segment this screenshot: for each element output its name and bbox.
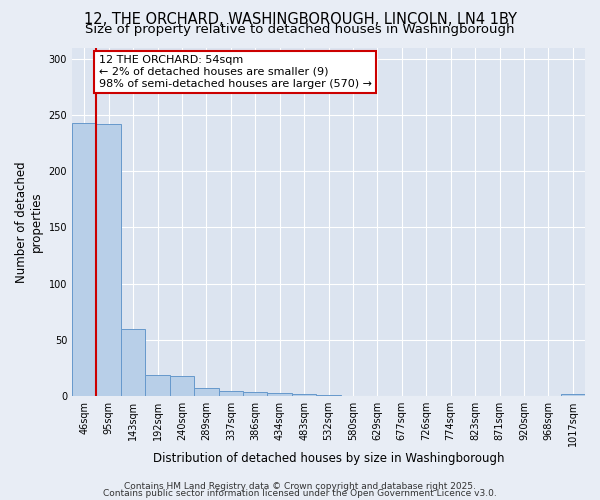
- Bar: [292, 394, 316, 396]
- Bar: [194, 388, 218, 396]
- X-axis label: Distribution of detached houses by size in Washingborough: Distribution of detached houses by size …: [153, 452, 504, 465]
- Bar: [170, 376, 194, 396]
- Bar: [560, 394, 585, 396]
- Text: Size of property relative to detached houses in Washingborough: Size of property relative to detached ho…: [85, 22, 515, 36]
- Bar: [243, 392, 268, 396]
- Bar: [218, 390, 243, 396]
- Y-axis label: Number of detached
properties: Number of detached properties: [15, 161, 43, 282]
- Text: Contains HM Land Registry data © Crown copyright and database right 2025.: Contains HM Land Registry data © Crown c…: [124, 482, 476, 491]
- Bar: [145, 375, 170, 396]
- Bar: [316, 395, 341, 396]
- Text: Contains public sector information licensed under the Open Government Licence v3: Contains public sector information licen…: [103, 489, 497, 498]
- Text: 12 THE ORCHARD: 54sqm
← 2% of detached houses are smaller (9)
98% of semi-detach: 12 THE ORCHARD: 54sqm ← 2% of detached h…: [99, 56, 372, 88]
- Text: 12, THE ORCHARD, WASHINGBOROUGH, LINCOLN, LN4 1BY: 12, THE ORCHARD, WASHINGBOROUGH, LINCOLN…: [83, 12, 517, 28]
- Bar: [97, 124, 121, 396]
- Bar: [121, 328, 145, 396]
- Bar: [268, 393, 292, 396]
- Bar: [72, 123, 97, 396]
